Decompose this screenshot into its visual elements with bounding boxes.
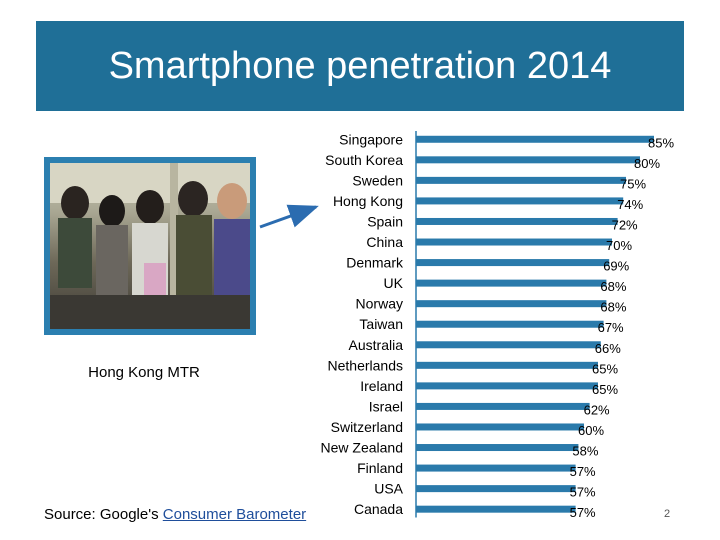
value-label: 62% <box>584 402 610 417</box>
value-label: 68% <box>600 300 626 315</box>
bar-uk <box>416 279 607 287</box>
bar-sweden <box>416 176 626 184</box>
value-label: 68% <box>600 279 626 294</box>
bar-switzerland <box>416 423 584 431</box>
bar-denmark <box>416 259 610 267</box>
category-label: Ireland <box>360 378 403 394</box>
page-number: 2 <box>664 508 671 520</box>
category-label: Australia <box>349 337 404 353</box>
bar-spain <box>416 217 618 225</box>
value-label: 57% <box>570 505 596 520</box>
category-label: Taiwan <box>359 316 403 332</box>
category-label: Sweden <box>352 172 403 188</box>
source-note: Source: Google's Consumer Barometer <box>44 506 306 523</box>
category-label: Norway <box>356 296 403 312</box>
bar-hong-kong <box>416 197 624 205</box>
chart-value-labels: 85% 80% 75% 74% 72% 70% 69% 68% 68% 67% 66% 65% 65% 6… <box>570 135 675 520</box>
value-label: 70% <box>606 238 632 253</box>
bar-china <box>416 238 612 246</box>
source-prefix: Source: Google's <box>44 506 163 523</box>
value-label: 60% <box>578 423 604 438</box>
category-label: Canada <box>354 501 403 517</box>
bar-australia <box>416 341 601 349</box>
category-label: Israel <box>369 398 403 414</box>
value-label: 67% <box>598 320 624 335</box>
category-label: Singapore <box>339 131 403 147</box>
bar-taiwan <box>416 320 604 328</box>
chart-category-labels: Singapore South Korea Sweden Hong Kong Spain… <box>321 131 404 517</box>
bar-norway <box>416 300 607 308</box>
bar-new-zealand <box>416 444 579 452</box>
category-label: Spain <box>367 213 403 229</box>
bar-netherlands <box>416 361 598 369</box>
value-label: 57% <box>570 485 596 500</box>
chart-bars <box>416 135 654 513</box>
bar-israel <box>416 402 590 410</box>
value-label: 75% <box>620 176 646 191</box>
source-link[interactable]: Consumer Barometer <box>162 506 307 523</box>
highlight-arrow <box>259 204 319 229</box>
bar-canada <box>416 505 576 513</box>
category-label: China <box>366 234 403 250</box>
bar-finland <box>416 464 576 472</box>
value-label: 74% <box>617 197 643 212</box>
value-label: 65% <box>592 382 618 397</box>
category-label: South Korea <box>325 152 403 168</box>
value-label: 57% <box>570 464 596 479</box>
category-label: Netherlands <box>328 357 404 373</box>
category-label: UK <box>384 275 404 291</box>
bar-south-korea <box>416 156 640 164</box>
value-label: 69% <box>603 259 629 274</box>
bar-ireland <box>416 382 598 390</box>
bar-singapore <box>416 135 654 143</box>
photo-illustration <box>50 163 250 329</box>
title-bar: Smartphone penetration 2014 <box>36 21 684 111</box>
value-label: 65% <box>592 361 618 376</box>
photo-caption: Hong Kong MTR <box>88 364 200 381</box>
category-label: Switzerland <box>331 419 403 435</box>
hong-kong-mtr-photo <box>44 157 256 335</box>
slide-title: Smartphone penetration 2014 <box>108 45 612 87</box>
value-label: 85% <box>648 135 674 150</box>
category-label: USA <box>374 481 403 497</box>
category-label: Hong Kong <box>333 193 403 209</box>
value-label: 72% <box>612 217 638 232</box>
value-label: 80% <box>634 156 660 171</box>
category-label: Denmark <box>346 255 404 271</box>
value-label: 58% <box>572 444 598 459</box>
value-label: 66% <box>595 341 621 356</box>
category-label: New Zealand <box>321 440 404 456</box>
bar-usa <box>416 485 576 493</box>
category-label: Finland <box>357 460 403 476</box>
